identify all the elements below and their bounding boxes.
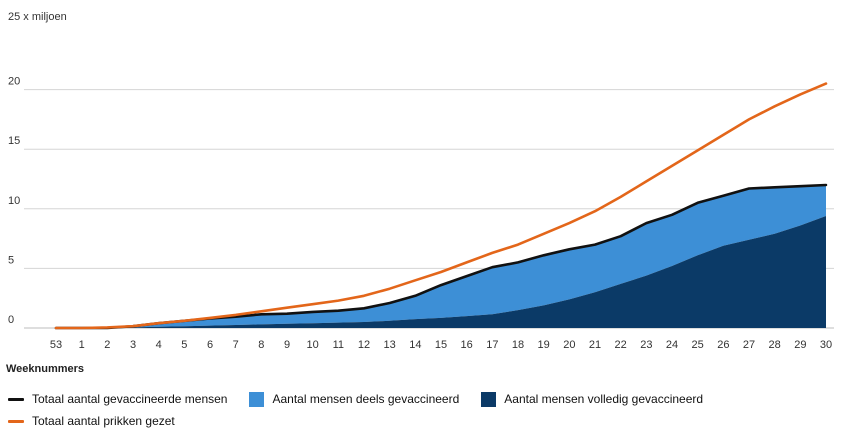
- x-axis-title: Weeknummers: [6, 363, 84, 375]
- x-tick-label: 25: [692, 339, 704, 351]
- x-tick-label: 22: [615, 339, 627, 351]
- x-tick-label: 28: [769, 339, 781, 351]
- legend-box-swatch: [481, 391, 497, 407]
- x-tick-label: 1: [79, 339, 85, 351]
- x-tick-label: 18: [512, 339, 524, 351]
- x-tick-label: 30: [820, 339, 832, 351]
- x-tick-label: 14: [409, 339, 421, 351]
- x-tick-label: 4: [156, 339, 162, 351]
- x-tick-label: 9: [284, 339, 290, 351]
- x-tick-label: 17: [486, 339, 498, 351]
- x-tick-label: 12: [358, 339, 370, 351]
- legend-item: Totaal aantal gevaccineerde mensen: [8, 392, 227, 406]
- area-volledig-gevaccineerd: [56, 216, 826, 328]
- legend: Totaal aantal gevaccineerde mensen Aantal…: [8, 388, 838, 432]
- x-tick-label: 23: [640, 339, 652, 351]
- legend-item: Aantal mensen volledig gevaccineerd: [481, 391, 704, 407]
- x-tick-label: 16: [461, 339, 473, 351]
- x-tick-label: 53: [50, 339, 62, 351]
- x-tick-label: 19: [538, 339, 550, 351]
- legend-item: Totaal aantal prikken gezet: [8, 414, 175, 428]
- x-tick-label: 6: [207, 339, 213, 351]
- legend-line-swatch: [8, 419, 24, 423]
- legend-row-2: Totaal aantal prikken gezet: [8, 410, 838, 432]
- legend-item: Aantal mensen deels gevaccineerd: [249, 391, 460, 407]
- y-tick-label: 5: [8, 254, 14, 266]
- line-total-shots: [54, 82, 828, 330]
- x-tick-label: 15: [435, 339, 447, 351]
- legend-label: Aantal mensen volledig gevaccineerd: [504, 392, 704, 406]
- x-tick-label: 26: [717, 339, 729, 351]
- y-tick-label: 20: [8, 76, 20, 88]
- legend-label: Totaal aantal gevaccineerde mensen: [32, 392, 228, 406]
- x-tick-label: 20: [563, 339, 575, 351]
- x-tick-label: 27: [743, 339, 755, 351]
- legend-label: Aantal mensen deels gevaccineerd: [272, 392, 460, 406]
- x-tick-label: 21: [589, 339, 601, 351]
- area-deels-gevaccineerd: [56, 185, 826, 328]
- x-tick-label: 24: [666, 339, 678, 351]
- y-tick-label: 0: [8, 314, 14, 326]
- y-tick-label: 15: [8, 135, 20, 147]
- x-tick-label: 13: [384, 339, 396, 351]
- legend-label: Totaal aantal prikken gezet: [32, 414, 175, 428]
- legend-line-swatch: [8, 397, 24, 401]
- y-tick-label: 10: [8, 195, 20, 207]
- x-tick-label: 2: [104, 339, 110, 351]
- x-tick-label: 10: [307, 339, 319, 351]
- x-tick-label: 5: [181, 339, 187, 351]
- legend-row-1: Totaal aantal gevaccineerde mensen Aantal…: [8, 388, 838, 410]
- x-tick-label: 29: [794, 339, 806, 351]
- legend-box-swatch: [249, 391, 265, 407]
- y-unit-label: 25 x miljoen: [8, 11, 67, 23]
- x-tick-label: 11: [333, 339, 344, 351]
- x-tick-label: 8: [258, 339, 264, 351]
- x-tick-label: 7: [233, 339, 239, 351]
- x-tick-label: 3: [130, 339, 136, 351]
